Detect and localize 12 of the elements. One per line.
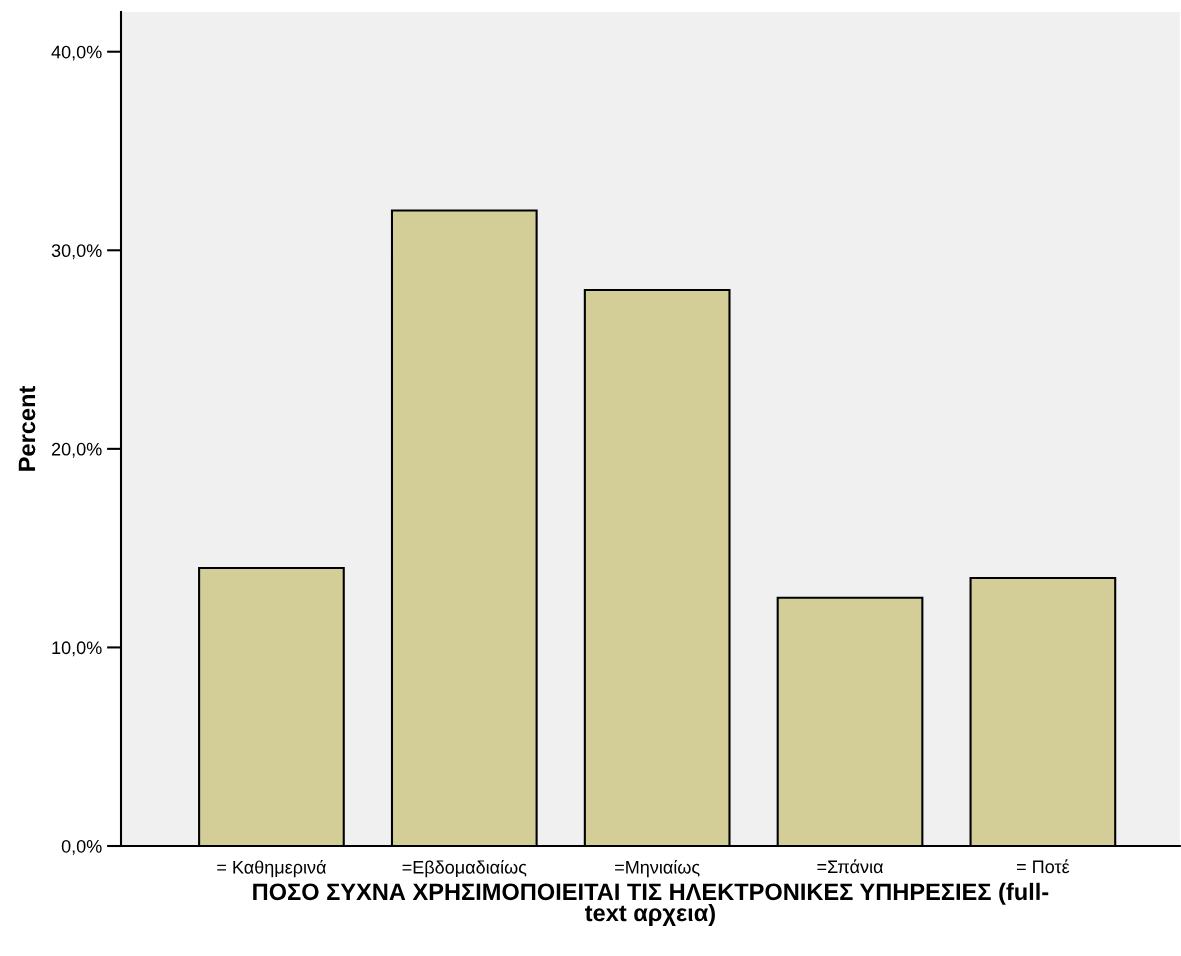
x-tick-label: = Καθημερινά [217, 859, 326, 878]
y-tick-label: 0,0% [61, 839, 102, 855]
y-tick-label: 30,0% [51, 244, 102, 260]
x-tick-label: = Ποτέ [1016, 859, 1070, 874]
y-tick-label: 40,0% [51, 45, 102, 61]
x-tick-label: =Σπάνια [817, 859, 883, 874]
y-axis-title: Percent [18, 385, 36, 471]
x-axis-title: ΠΟΣΟ ΣΥΧΝΑ ΧΡΗΣΙΜΟΠΟΙΕΙΤΑΙ ΤΙΣ ΗΛΕΚΤΡΟΝΙΚΕΣ ΥΠΗΡΕΣΙΕΣ (full- text αρχεια) [253, 882, 1049, 926]
y-tick-label: 10,0% [52, 641, 102, 657]
x-tick-label: =Μηνιαίως [615, 859, 700, 878]
x-tick-label: =Εβδομαδιαίως [402, 859, 527, 878]
y-tick-label: 20,0% [51, 442, 102, 458]
